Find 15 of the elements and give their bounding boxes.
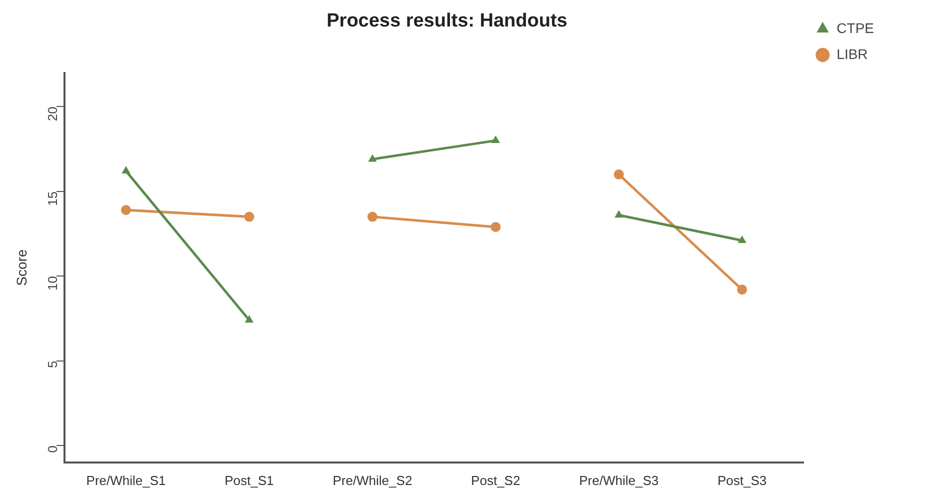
chart-title: Process results: Handouts [326,10,568,32]
y-tick-label: 15 [44,191,60,206]
y-tick-label: 0 [44,445,60,453]
x-tick-label: Pre/While_S3 [579,472,659,488]
y-axis-title: Score [13,249,30,286]
y-tick-label: 10 [44,276,60,291]
legend-label: CTPE [836,20,874,36]
x-tick-label: Pre/While_S2 [332,472,412,488]
x-tick-label: Post_S1 [224,472,274,488]
x-tick-label: Post_S3 [717,472,767,488]
y-tick-label: 5 [44,360,60,368]
x-tick-label: Pre/While_S1 [86,472,166,488]
y-tick-label: 20 [44,106,60,122]
legend-label: LIBR [836,46,868,62]
x-tick-label: Post_S2 [471,472,520,488]
